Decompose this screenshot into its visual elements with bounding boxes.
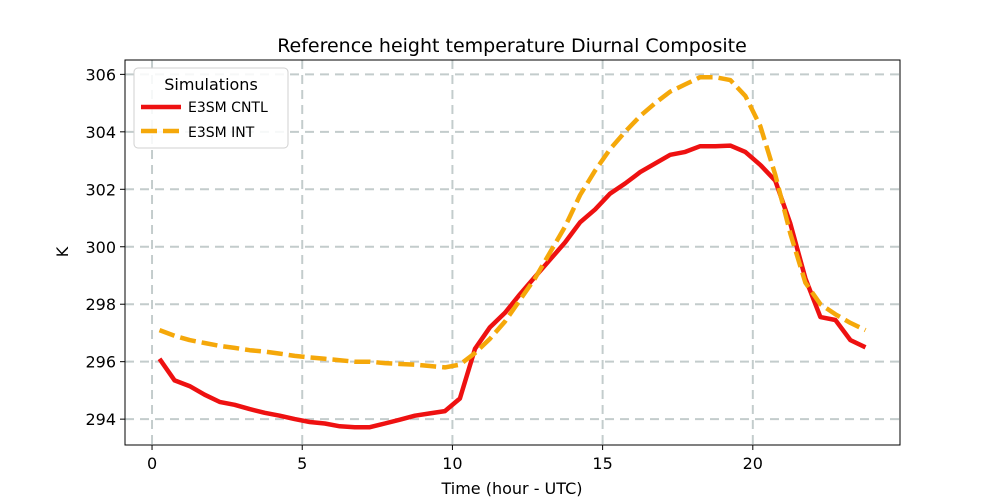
x-tick-label: 10: [442, 454, 462, 473]
legend-label-e3sm-cntl: E3SM CNTL: [188, 100, 268, 116]
legend-label-e3sm-int: E3SM INT: [188, 125, 255, 141]
y-tick-label: 304: [85, 123, 116, 142]
y-tick-label: 302: [85, 180, 116, 199]
chart-title: Reference height temperature Diurnal Com…: [277, 35, 747, 57]
x-tick-label: 20: [743, 454, 763, 473]
y-axis-label: K: [53, 246, 72, 257]
y-tick-label: 294: [85, 410, 116, 429]
y-tick-label: 306: [85, 65, 116, 84]
x-tick-label: 0: [147, 454, 157, 473]
y-tick-label: 300: [85, 238, 116, 257]
series-line-e3sm-int: [158, 74, 867, 370]
y-tick-label: 296: [85, 353, 116, 372]
plot-frame: [124, 59, 901, 446]
series-layer: [157, 74, 867, 430]
x-tick-label: 15: [592, 454, 612, 473]
legend-box: [133, 67, 289, 149]
legend-title: Simulations: [164, 75, 258, 94]
gridlines: [125, 60, 900, 445]
x-axis: 0 5 10 15 20: [147, 445, 763, 473]
series-line-e3sm-cntl: [157, 143, 867, 430]
x-tick-label: 5: [297, 454, 307, 473]
x-axis-label: Time (hour - UTC): [440, 479, 582, 498]
y-axis: 294 296 298 300 302 304 306: [85, 65, 125, 429]
legend: Simulations E3SM CNTL E3SM INT: [133, 67, 289, 149]
y-tick-label: 298: [85, 295, 116, 314]
